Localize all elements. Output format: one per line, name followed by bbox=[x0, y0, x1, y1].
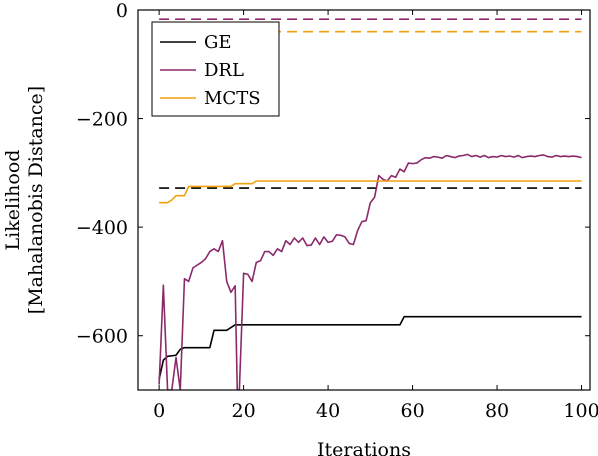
y-axis-label-line-1: Likelihood bbox=[2, 150, 24, 251]
legend-label-ge: GE bbox=[204, 32, 232, 53]
x-axis-ticks: 0 20 40 60 80 100 bbox=[153, 10, 598, 422]
series-lines bbox=[158, 153, 582, 390]
series-line-drl bbox=[158, 153, 582, 390]
y-tick-label: 0 bbox=[116, 0, 128, 22]
x-tick-label: 40 bbox=[316, 400, 340, 422]
legend-box bbox=[151, 21, 280, 117]
plot-frame bbox=[137, 9, 591, 391]
y-axis-ticks: 0 −200 −400 −600 bbox=[76, 0, 590, 348]
x-tick-label: 0 bbox=[153, 400, 165, 422]
y-tick-label: −200 bbox=[76, 109, 128, 131]
series-line-mcts bbox=[159, 180, 582, 204]
x-tick-label: 100 bbox=[563, 400, 598, 422]
x-tick-label: 60 bbox=[400, 400, 424, 422]
series-line-ge bbox=[158, 315, 582, 380]
x-tick-label: 80 bbox=[485, 400, 509, 422]
y-tick-label: −600 bbox=[76, 326, 128, 348]
x-axis-label: Iterations bbox=[317, 439, 411, 456]
legend-label-drl: DRL bbox=[204, 60, 244, 81]
y-axis-label-line-2: [Mahalanobis Distance] bbox=[25, 86, 47, 314]
x-tick-label: 20 bbox=[232, 400, 256, 422]
legend: GE DRL MCTS bbox=[151, 21, 280, 117]
y-tick-label: −400 bbox=[76, 217, 128, 239]
legend-label-mcts: MCTS bbox=[204, 88, 261, 109]
